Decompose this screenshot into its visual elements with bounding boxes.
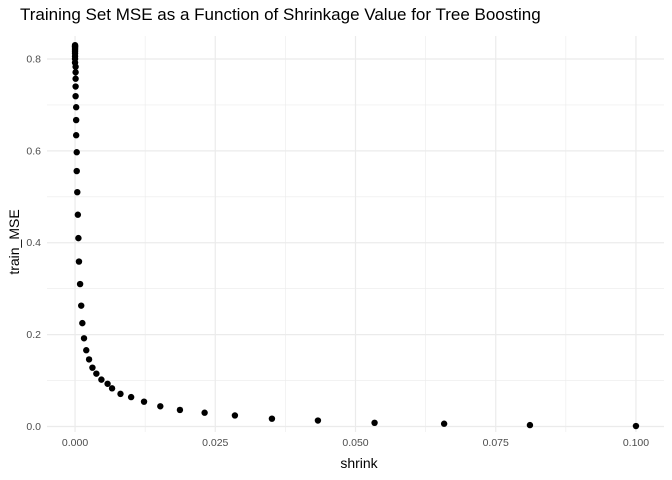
x-tick-label: 0.100 (623, 437, 649, 449)
data-point (79, 319, 86, 327)
grid-lines (47, 36, 664, 432)
data-point (76, 280, 84, 288)
data-point (78, 302, 85, 309)
data-point (83, 347, 90, 354)
data-point (72, 63, 79, 70)
x-tick-label: 0.075 (483, 437, 509, 449)
data-point (72, 116, 80, 124)
y-tick-label: 0.8 (26, 53, 41, 65)
y-tick-label: 0.6 (26, 145, 41, 157)
data-points (71, 41, 640, 430)
data-point (85, 356, 93, 363)
data-point (74, 211, 82, 218)
data-point (93, 370, 100, 377)
data-point (201, 409, 208, 416)
data-point (98, 376, 105, 383)
data-point (371, 419, 378, 427)
data-point (127, 393, 135, 401)
data-point (73, 167, 80, 175)
x-tick-label: 0.025 (202, 437, 228, 449)
data-point (75, 258, 83, 265)
data-point (526, 421, 534, 429)
data-point (72, 132, 80, 139)
data-point (314, 417, 322, 424)
data-point (72, 75, 79, 82)
data-point (231, 412, 239, 419)
y-tick-label: 0.2 (26, 329, 41, 341)
y-axis-ticks: 0.0 0.2 0.4 0.6 0.8 (26, 53, 41, 433)
data-point (108, 385, 116, 392)
data-point (72, 69, 79, 76)
x-tick-label: 0.050 (342, 437, 368, 449)
data-point (176, 406, 184, 414)
y-axis-label: train_MSE (6, 209, 22, 275)
y-tick-label: 0.0 (26, 421, 41, 433)
x-tick-label: 0.000 (62, 437, 88, 449)
data-point (72, 83, 79, 90)
data-point (104, 380, 111, 387)
data-point (140, 398, 148, 405)
data-point (75, 234, 82, 242)
data-point (80, 335, 88, 342)
data-point (117, 390, 124, 398)
data-point (89, 364, 96, 371)
chart-title: Training Set MSE as a Function of Shrink… (20, 5, 541, 24)
data-point (440, 420, 448, 427)
y-tick-label: 0.4 (26, 237, 41, 249)
x-axis-ticks: 0.000 0.025 0.050 0.075 0.100 (62, 437, 649, 449)
data-point (72, 104, 80, 111)
data-point (268, 415, 276, 422)
data-point (73, 149, 80, 156)
data-point (157, 403, 164, 410)
x-axis-label: shrink (340, 455, 378, 471)
data-point (72, 92, 79, 100)
data-point (74, 188, 81, 196)
data-point (632, 422, 640, 430)
